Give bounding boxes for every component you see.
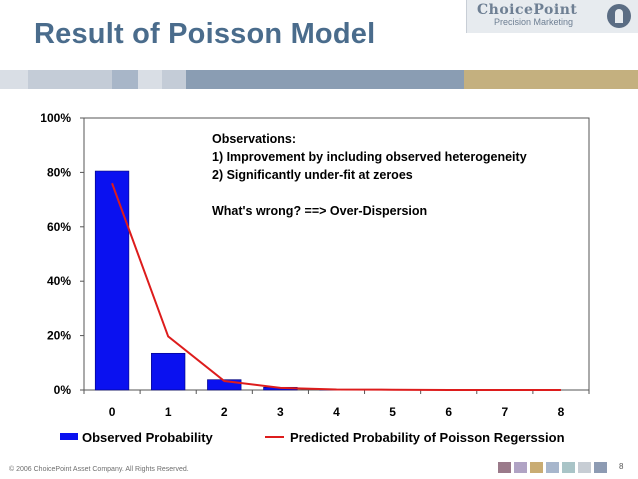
logo-subtitle: Precision Marketing: [494, 17, 574, 27]
company-logo: ChoicePoint Precision Marketing: [466, 0, 638, 33]
chart-legend: Observed Probability Predicted Probabili…: [60, 430, 565, 445]
x-tick-label: 2: [221, 405, 228, 419]
y-tick-label: 80%: [47, 165, 71, 179]
footer-square: [562, 462, 575, 473]
y-tick-label: 60%: [47, 220, 71, 234]
x-tick-label: 7: [501, 405, 508, 419]
legend-swatch-observed: [60, 433, 78, 440]
footer-square: [594, 462, 607, 473]
y-tick-label: 40%: [47, 274, 71, 288]
decorative-header-band: [0, 70, 638, 89]
copyright-footer: © 2006 ChoicePoint Asset Company. All Ri…: [9, 466, 189, 473]
band-cell: [112, 70, 138, 89]
x-tick-label: 3: [277, 405, 284, 419]
footer-square: [530, 462, 543, 473]
slide-title: Result of Poisson Model: [34, 18, 376, 50]
band-cell: [138, 70, 162, 89]
y-tick-label: 20%: [47, 329, 71, 343]
legend-label-observed: Observed Probability: [82, 430, 214, 445]
footer-square: [578, 462, 591, 473]
band-cell: [186, 70, 464, 89]
x-axis: 0 1 2 3 4 5 6 7 8: [83, 390, 590, 419]
choicepoint-logo-mark-icon: [607, 4, 631, 28]
x-tick-label: 8: [558, 405, 565, 419]
footer-square: [498, 462, 511, 473]
bar: [207, 379, 242, 391]
band-cell: [28, 70, 112, 89]
annotation-line: 1) Improvement by including observed het…: [212, 150, 527, 164]
x-tick-label: 6: [445, 405, 452, 419]
annotation-line: What's wrong? ==> Over-Dispersion: [212, 204, 427, 218]
predicted-line: [111, 182, 561, 391]
band-cell: [464, 70, 638, 89]
page-number: 8: [619, 462, 624, 471]
observations-annotation: Observations: 1) Improvement by including…: [212, 132, 527, 218]
x-tick-label: 0: [109, 405, 116, 419]
plot-area: [83, 117, 590, 391]
footer-square: [546, 462, 559, 473]
x-tick-label: 1: [165, 405, 172, 419]
x-tick-label: 4: [333, 405, 340, 419]
annotation-line: Observations:: [212, 132, 296, 146]
bar: [94, 170, 130, 391]
bar: [151, 352, 186, 391]
y-tick-label: 0%: [54, 383, 72, 397]
x-tick-label: 5: [389, 405, 396, 419]
band-cell: [0, 70, 28, 89]
annotation-line: 2) Significantly under-fit at zeroes: [212, 168, 413, 182]
observed-bars: [94, 170, 410, 391]
logo-name: ChoicePoint: [477, 2, 578, 18]
y-axis: 0% 20% 40% 60% 80% 100%: [40, 111, 84, 397]
legend-label-predicted: Predicted Probability of Poisson Regerss…: [290, 430, 565, 445]
y-tick-label: 100%: [40, 111, 71, 125]
footer-square: [514, 462, 527, 473]
band-cell: [162, 70, 186, 89]
